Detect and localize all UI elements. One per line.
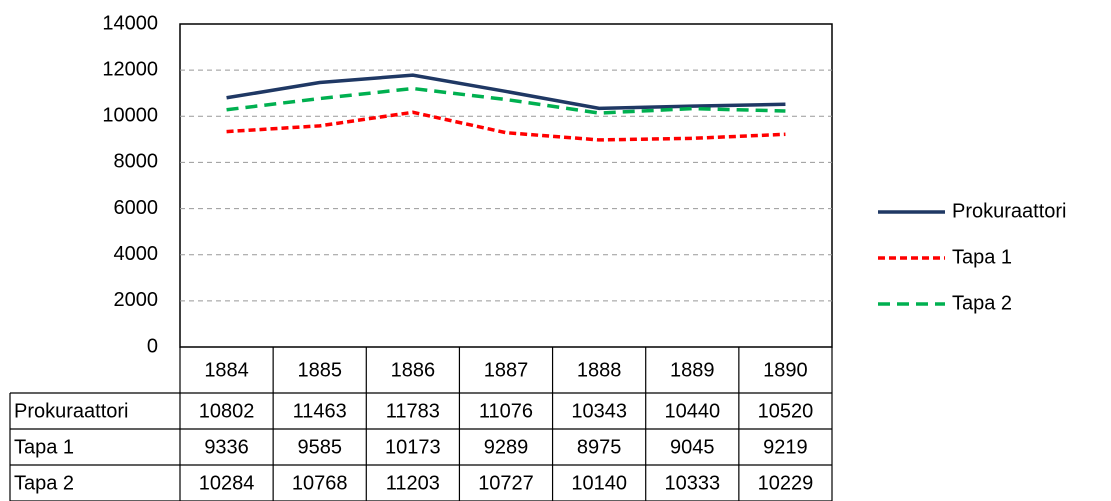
y-tick-label: 12000 <box>102 58 158 80</box>
y-tick-label: 4000 <box>114 243 159 265</box>
y-tick-label: 0 <box>147 335 158 357</box>
table-cell: 9336 <box>204 436 249 458</box>
x-tick-label: 1888 <box>577 359 622 381</box>
y-tick-label: 6000 <box>114 197 159 219</box>
x-tick-label: 1890 <box>763 359 808 381</box>
table-cell: 8975 <box>577 436 622 458</box>
plot-area <box>179 23 833 348</box>
table-cell: 10173 <box>385 436 441 458</box>
y-tick-label: 8000 <box>114 151 159 173</box>
table-row-label: Prokuraattori <box>14 400 129 422</box>
legend-label: Prokuraattori <box>952 200 1067 222</box>
table-cell: 11783 <box>386 400 440 422</box>
table-cell: 9045 <box>670 436 715 458</box>
x-tick-label: 1884 <box>204 359 249 381</box>
x-tick-label: 1889 <box>670 359 715 381</box>
table-cell: 11463 <box>293 400 347 422</box>
table-cell: 9585 <box>297 436 342 458</box>
table-cell: 10333 <box>664 472 720 494</box>
table-cell: 10768 <box>292 472 348 494</box>
y-tick-label: 10000 <box>102 105 158 127</box>
table-cell: 10284 <box>199 472 255 494</box>
table-cell: 10727 <box>478 472 534 494</box>
legend-label: Tapa 1 <box>952 246 1012 268</box>
table-cell: 10343 <box>571 400 627 422</box>
table-cell: 9219 <box>763 436 808 458</box>
x-tick-label: 1885 <box>297 359 342 381</box>
x-tick-label: 1887 <box>484 359 529 381</box>
series-line <box>226 110 786 142</box>
table-cell: 10140 <box>571 472 627 494</box>
table-cell: 10520 <box>758 400 814 422</box>
table-cell: 9289 <box>484 436 529 458</box>
y-tick-label: 14000 <box>102 12 158 34</box>
table-cell: 10440 <box>664 400 720 422</box>
table-cell: 11076 <box>479 400 533 422</box>
legend-label: Tapa 2 <box>952 292 1012 314</box>
y-tick-label: 2000 <box>114 289 159 311</box>
table-cell: 11203 <box>386 472 440 494</box>
table-cell: 10802 <box>199 400 255 422</box>
table-row-label: Tapa 2 <box>14 472 74 494</box>
table-cell: 10229 <box>758 472 814 494</box>
x-tick-label: 1886 <box>391 359 436 381</box>
table-row-label: Tapa 1 <box>14 436 74 458</box>
series-line <box>226 73 786 111</box>
